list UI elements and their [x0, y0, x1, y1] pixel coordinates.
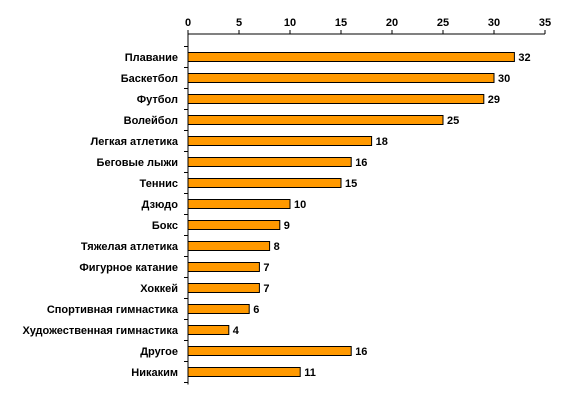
category-label: Дзюдо	[141, 199, 178, 211]
value-label: 18	[376, 136, 388, 148]
bar	[187, 136, 373, 146]
value-label: 11	[304, 367, 316, 379]
x-tick-label: 25	[437, 17, 449, 29]
value-label: 30	[498, 73, 510, 85]
category-label: Волейбол	[124, 115, 178, 127]
x-axis: 0 5 10 15 20 25 30 35	[185, 17, 551, 35]
bar	[187, 241, 271, 251]
category-label: Беговые лыжи	[97, 157, 178, 169]
value-label: 15	[345, 178, 357, 190]
x-tick-label: 0	[185, 17, 191, 29]
category-label: Баскетбол	[121, 73, 178, 85]
x-tick-label: 35	[539, 17, 551, 29]
bar	[187, 94, 485, 104]
category-label: Хоккей	[140, 283, 178, 295]
bar	[187, 262, 260, 272]
value-label: 16	[355, 157, 367, 169]
x-tick-label: 10	[284, 17, 296, 29]
bar	[187, 325, 230, 335]
category-label: Спортивная гимнастика	[47, 304, 179, 316]
bar	[187, 283, 260, 293]
x-tick-label: 15	[335, 17, 347, 29]
category-label: Теннис	[140, 178, 178, 190]
bars	[187, 52, 515, 377]
category-label: Тяжелая атлетика	[81, 241, 179, 253]
x-tick-label: 30	[488, 17, 500, 29]
value-label: 16	[355, 346, 367, 358]
bar	[187, 157, 352, 167]
bar	[187, 52, 515, 62]
bar	[187, 346, 352, 356]
value-label: 7	[263, 262, 269, 274]
bar	[187, 115, 444, 125]
value-label: 10	[294, 199, 306, 211]
x-tick-label: 20	[386, 17, 398, 29]
bar	[187, 304, 250, 314]
bar	[187, 73, 495, 83]
category-label: Никаким	[131, 367, 178, 379]
value-label: 4	[233, 325, 240, 337]
value-label: 8	[274, 241, 280, 253]
value-label: 32	[518, 52, 530, 64]
value-label: 9	[284, 220, 290, 232]
category-label: Плавание	[125, 52, 178, 64]
category-label: Футбол	[137, 94, 178, 106]
x-tick-label: 5	[236, 17, 242, 29]
value-label: 6	[253, 304, 259, 316]
category-label: Бокс	[152, 220, 178, 232]
category-label: Другое	[140, 346, 178, 358]
value-label: 25	[447, 115, 459, 127]
bar	[187, 178, 342, 188]
bar	[187, 367, 301, 377]
category-labels: Плавание Баскетбол Футбол Волейбол Легкая ат…	[23, 52, 179, 379]
value-label: 7	[263, 283, 269, 295]
category-label: Фигурное катание	[79, 262, 178, 274]
category-label: Художественная гимнастика	[23, 325, 179, 337]
value-label: 29	[488, 94, 500, 106]
bar	[187, 220, 281, 230]
bar	[187, 199, 291, 209]
category-label: Легкая атлетика	[91, 136, 179, 148]
y-axis	[184, 34, 189, 385]
